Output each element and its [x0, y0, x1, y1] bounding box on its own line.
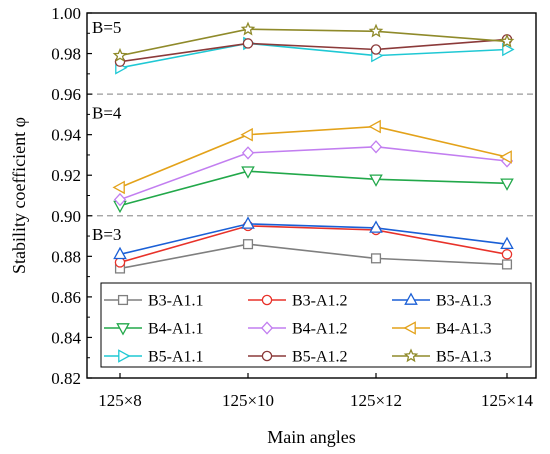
legend-marker [261, 350, 273, 362]
legend-label: B4-A1.1 [148, 321, 204, 338]
data-point [112, 180, 125, 195]
series-B3-A1.3 [113, 216, 514, 260]
group-labels: B=5 B=4 B=3 [92, 18, 122, 244]
legend-item: B4-A1.1 [104, 321, 204, 338]
data-point [242, 239, 254, 250]
series-B5-A1.2 [114, 34, 513, 67]
series-line [119, 145, 508, 201]
series-lines [112, 21, 515, 274]
legend-item: B3-A1.1 [104, 293, 204, 310]
legend-item: B4-A1.3 [392, 321, 492, 338]
y-tick-label: 0.86 [51, 288, 81, 307]
data-point [370, 253, 382, 264]
legend-marker [117, 294, 129, 306]
data-point [370, 44, 382, 55]
series-B3-A1.1 [114, 239, 513, 274]
legend: B3-A1.1 B3-A1.2 B3-A1.3 B4-A1.1 B4-A1.2 B4-A1… [100, 282, 532, 368]
series-B3-A1.2 [114, 220, 513, 268]
plot-frame [86, 12, 537, 379]
x-axis-title: Main angles [267, 427, 355, 447]
group-label: B=4 [92, 103, 122, 122]
y-tick-label: 1.00 [51, 4, 81, 23]
data-point [113, 246, 127, 260]
data-point [368, 119, 381, 134]
series-line [119, 42, 508, 69]
legend-marker [116, 323, 130, 336]
legend-label: B3-A1.2 [292, 293, 348, 310]
data-point [112, 47, 128, 62]
data-point [500, 236, 514, 250]
y-tick-label: 0.90 [51, 207, 81, 226]
group-label: B=5 [92, 18, 121, 37]
series-line [119, 28, 508, 57]
y-tick-label: 0.94 [51, 126, 81, 145]
legend-marker [260, 321, 274, 335]
data-point [241, 146, 255, 160]
group-label: B=3 [92, 225, 121, 244]
x-tick-label: 125×10 [222, 391, 274, 410]
y-tick-label: 0.84 [51, 328, 81, 347]
legend-marker [403, 348, 419, 363]
y-tick-label: 0.88 [51, 247, 81, 266]
series-line [119, 243, 508, 270]
legend-label: B3-A1.1 [148, 293, 204, 310]
data-point [240, 127, 253, 142]
x-tick-label: 125×8 [98, 391, 142, 410]
y-ticks: 0.82 0.84 0.86 0.88 0.90 0.92 0.94 0.96 0.98 1.00 [51, 4, 92, 388]
data-point [241, 216, 255, 229]
legend-box [100, 282, 532, 368]
series-line [119, 125, 508, 189]
x-tick-label: 125×14 [481, 391, 534, 410]
legend-label: B4-A1.3 [436, 321, 492, 338]
data-point [369, 220, 383, 233]
series-B4-A1.2 [113, 140, 514, 207]
data-point [114, 257, 126, 268]
data-point [502, 42, 515, 57]
series-line [119, 223, 508, 256]
series-B4-A1.1 [113, 166, 514, 214]
legend-item: B5-A1.2 [248, 349, 348, 366]
legend-label: B4-A1.2 [292, 321, 348, 338]
data-point [369, 174, 383, 187]
y-tick-label: 0.92 [51, 166, 81, 185]
legend-marker [404, 292, 418, 305]
series-line [119, 38, 508, 63]
legend-label: B3-A1.3 [436, 293, 492, 310]
data-point [499, 150, 512, 164]
data-point [501, 259, 513, 270]
x-tick-label: 125×12 [350, 391, 402, 410]
series-line [119, 170, 508, 207]
legend-item: B3-A1.2 [248, 293, 348, 310]
legend-marker [261, 294, 273, 306]
legend-item: B5-A1.1 [104, 349, 204, 366]
data-point [368, 23, 384, 38]
y-tick-label: 0.82 [51, 369, 81, 388]
series-B4-A1.3 [112, 119, 512, 195]
data-point [240, 21, 256, 36]
legend-item: B3-A1.3 [392, 292, 492, 310]
series-B5-A1.3 [112, 21, 515, 62]
data-point [369, 140, 383, 154]
data-point [499, 33, 515, 48]
legend-marker [403, 321, 416, 335]
legend-label: B5-A1.1 [148, 349, 204, 366]
data-point [501, 249, 513, 260]
data-point [241, 166, 255, 179]
y-tick-label: 0.96 [51, 85, 81, 104]
series-line [119, 225, 508, 264]
data-point [242, 38, 254, 49]
legend-item: B4-A1.2 [248, 321, 348, 338]
legend-marker [118, 349, 131, 363]
reference-lines [87, 93, 536, 217]
legend-label: B5-A1.3 [436, 349, 492, 366]
legend-item: B5-A1.3 [392, 348, 492, 366]
data-point [113, 192, 127, 207]
y-axis-title: Stability coefficient φ [9, 117, 29, 274]
data-point [500, 178, 514, 191]
y-tick-label: 0.98 [51, 45, 81, 64]
x-ticks: 125×8 125×10 125×12 125×14 [98, 373, 534, 410]
legend-label: B5-A1.2 [292, 349, 348, 366]
